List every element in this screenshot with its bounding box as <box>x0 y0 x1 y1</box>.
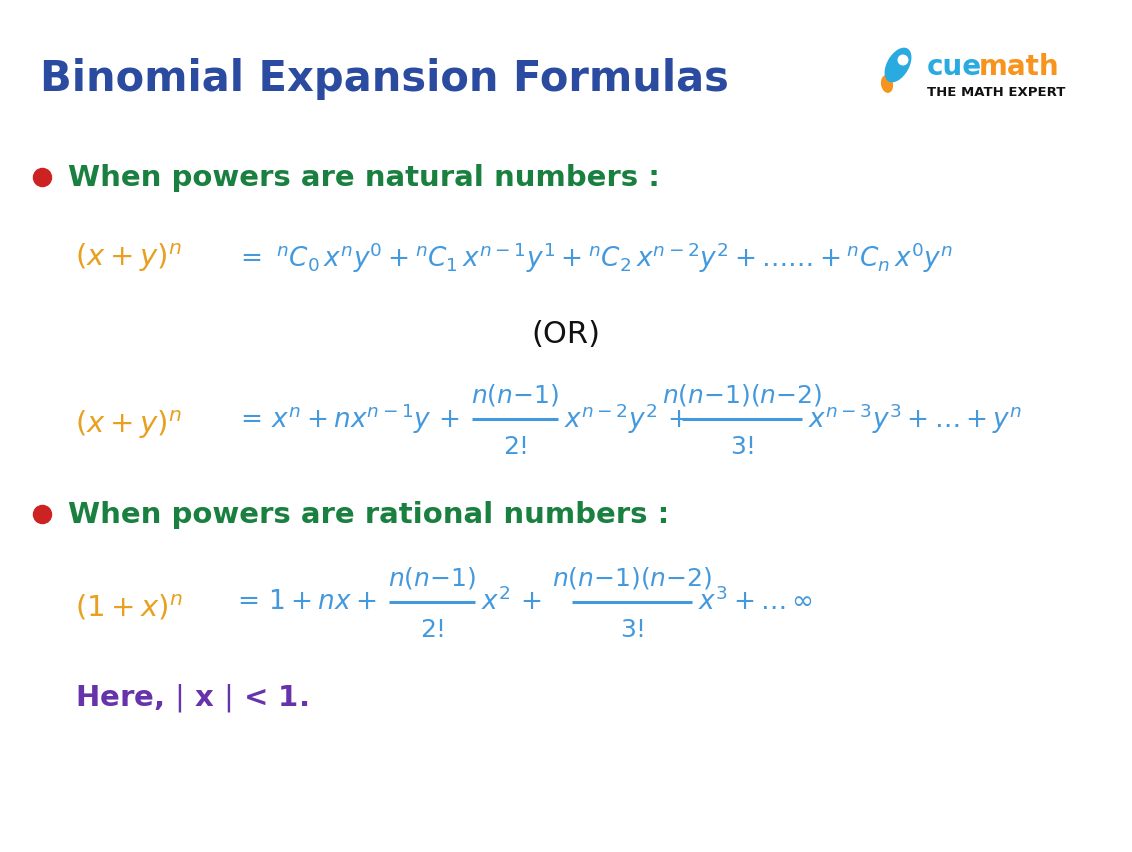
Text: Binomial Expansion Formulas: Binomial Expansion Formulas <box>40 58 729 100</box>
Text: $x^{n-2}y^2\, +$: $x^{n-2}y^2\, +$ <box>564 401 688 435</box>
Text: $x^{n-3}y^3 + \ldots + y^n$: $x^{n-3}y^3 + \ldots + y^n$ <box>808 401 1022 435</box>
Text: Here, $|$ x $|$ < 1.: Here, $|$ x $|$ < 1. <box>75 682 308 713</box>
Text: $=\,1 + nx +$: $=\,1 + nx +$ <box>232 589 377 614</box>
Text: When powers are rational numbers :: When powers are rational numbers : <box>68 500 669 528</box>
Text: $2!$: $2!$ <box>503 435 528 458</box>
Text: $x^3 + \ldots\, \infty$: $x^3 + \ldots\, \infty$ <box>698 587 812 615</box>
Circle shape <box>898 55 909 66</box>
Text: $x^2\, +$: $x^2\, +$ <box>481 587 542 615</box>
Text: $2!$: $2!$ <box>420 618 444 642</box>
Text: $n(n{-}1)(n{-}2)$: $n(n{-}1)(n{-}2)$ <box>662 382 822 407</box>
Text: $3!$: $3!$ <box>730 435 754 458</box>
Text: THE MATH EXPERT: THE MATH EXPERT <box>927 86 1065 99</box>
Text: cue: cue <box>927 53 983 81</box>
Text: $(x + y)^n$: $(x + y)^n$ <box>75 241 182 273</box>
Text: $n(n{-}1)$: $n(n{-}1)$ <box>388 564 475 590</box>
Text: math: math <box>979 53 1060 81</box>
Ellipse shape <box>881 76 893 94</box>
Text: $n(n{-}1)$: $n(n{-}1)$ <box>471 382 559 407</box>
Text: $=\,x^n + nx^{n-1}y\, +$: $=\,x^n + nx^{n-1}y\, +$ <box>235 401 460 435</box>
Text: $(x + y)^n$: $(x + y)^n$ <box>75 408 182 440</box>
Text: $=\ {}^nC_0\,x^ny^0 + {}^nC_1\,x^{n-1}y^1 + {}^nC_2\,x^{n-2}y^2 + \ldots\ldots +: $=\ {}^nC_0\,x^ny^0 + {}^nC_1\,x^{n-1}y^… <box>235 240 953 275</box>
Text: $3!$: $3!$ <box>620 618 644 642</box>
Text: (OR): (OR) <box>532 320 600 349</box>
Text: When powers are natural numbers :: When powers are natural numbers : <box>68 164 660 192</box>
Ellipse shape <box>884 49 911 83</box>
Text: $(1 + x)^n$: $(1 + x)^n$ <box>75 593 183 622</box>
Text: $n(n{-}1)(n{-}2)$: $n(n{-}1)(n{-}2)$ <box>552 564 712 590</box>
